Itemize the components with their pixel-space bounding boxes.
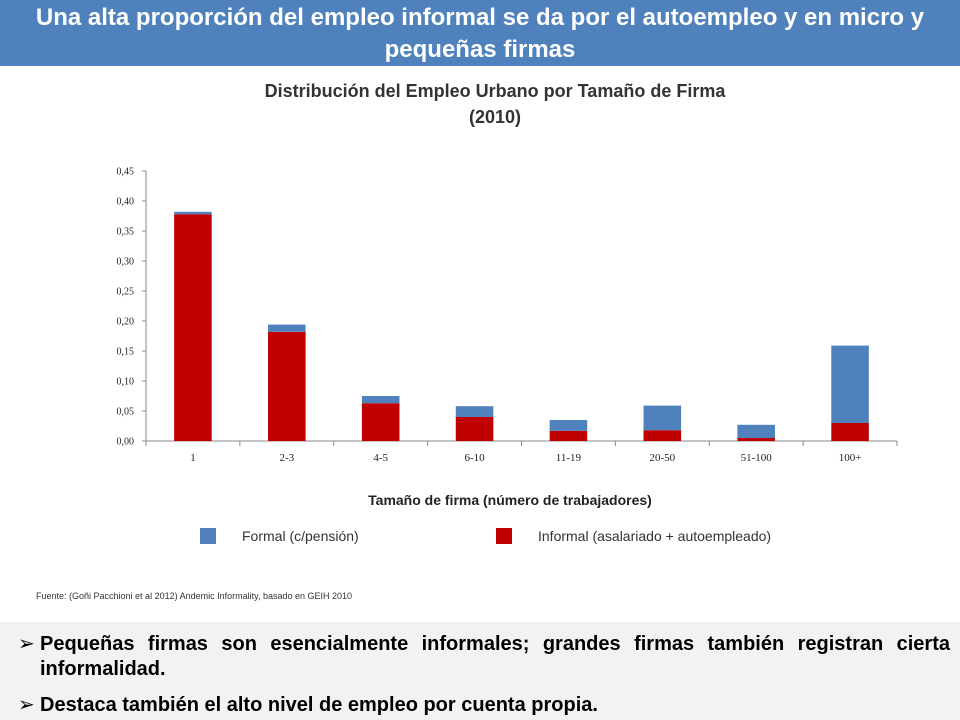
x-tick-label: 2-3 <box>279 452 294 464</box>
bar-informal <box>268 331 306 441</box>
x-tick-label: 6-10 <box>464 452 485 464</box>
x-tick-label: 51-100 <box>741 452 773 464</box>
bar-informal <box>737 438 775 441</box>
bar-formal <box>549 420 588 431</box>
legend-item-informal: Informal (asalariado + autoempleado) <box>496 527 771 545</box>
bar-formal <box>268 324 306 332</box>
chart-title-line1: Distribución del Empleo Urbano por Tamañ… <box>264 81 726 101</box>
legend-item-formal: Formal (c/pensión) <box>200 527 359 545</box>
slide-header: Una alta proporción del empleo informal … <box>0 0 960 66</box>
x-axis-label: Tamaño de firma (número de trabajadores) <box>368 492 652 508</box>
source-note: Fuente: (Goñi Pacchioni et al 2012) Ande… <box>36 591 353 601</box>
bar-informal <box>361 403 400 441</box>
bar-formal <box>737 424 775 438</box>
legend-label-informal: Informal (asalariado + autoempleado) <box>538 528 772 544</box>
bar-chart: 0,00 0,05 0,10 0,15 0,20 0,25 0,30 0,35 0,40 0,45… <box>117 167 898 464</box>
y-tick-label: 0,25 <box>117 287 135 298</box>
bar-informal <box>643 430 682 441</box>
bar-informal <box>455 417 494 441</box>
x-tick-label: 100+ <box>839 452 862 464</box>
bar-informal <box>174 214 212 441</box>
bullet-item-1: ➢ Pequeñas firmas son esencialmente info… <box>18 632 950 682</box>
bar-formal <box>455 406 494 417</box>
chart-title: Distribución del Empleo Urbano por Tamañ… <box>200 78 790 130</box>
legend-swatch-informal <box>496 528 512 544</box>
y-tick-label: 0,40 <box>117 197 135 208</box>
y-tick-label: 0,30 <box>117 257 135 268</box>
y-tick-label: 0,10 <box>117 377 135 388</box>
y-tick-label: 0,20 <box>117 317 135 328</box>
bullet-list: ➢ Pequeñas firmas son esencialmente info… <box>0 622 960 720</box>
bullet-text-1: Pequeñas firmas son esencialmente inform… <box>40 633 950 680</box>
x-tick-label: 1 <box>190 452 196 464</box>
bar-formal <box>643 405 682 431</box>
bar-formal <box>174 211 212 215</box>
slide-title: Una alta proporción del empleo informal … <box>35 4 925 63</box>
legend-swatch-formal <box>200 528 216 544</box>
bar-informal <box>549 430 588 441</box>
bar-informal <box>831 423 869 441</box>
x-tick-label: 20-50 <box>649 452 675 464</box>
x-tick-label: 11-19 <box>556 452 582 464</box>
y-tick-label: 0,15 <box>117 347 135 358</box>
bullet-text-2: Destaca también el alto nivel de empleo … <box>40 694 598 716</box>
y-tick-label: 0,00 <box>117 437 135 448</box>
legend-label-formal: Formal (c/pensión) <box>242 528 359 544</box>
y-tick-label: 0,45 <box>117 167 135 178</box>
bar-formal <box>361 396 400 404</box>
chart-title-line2: (2010) <box>468 107 522 127</box>
bar-formal <box>831 345 869 423</box>
arrow-bullet-icon: ➢ <box>18 694 35 716</box>
y-tick-label: 0,35 <box>117 227 135 238</box>
arrow-bullet-icon: ➢ <box>18 633 35 655</box>
bullet-item-2: ➢ Destaca también el alto nivel de emple… <box>18 693 950 718</box>
y-tick-label: 0,05 <box>117 407 135 418</box>
x-tick-label: 4-5 <box>373 452 388 464</box>
